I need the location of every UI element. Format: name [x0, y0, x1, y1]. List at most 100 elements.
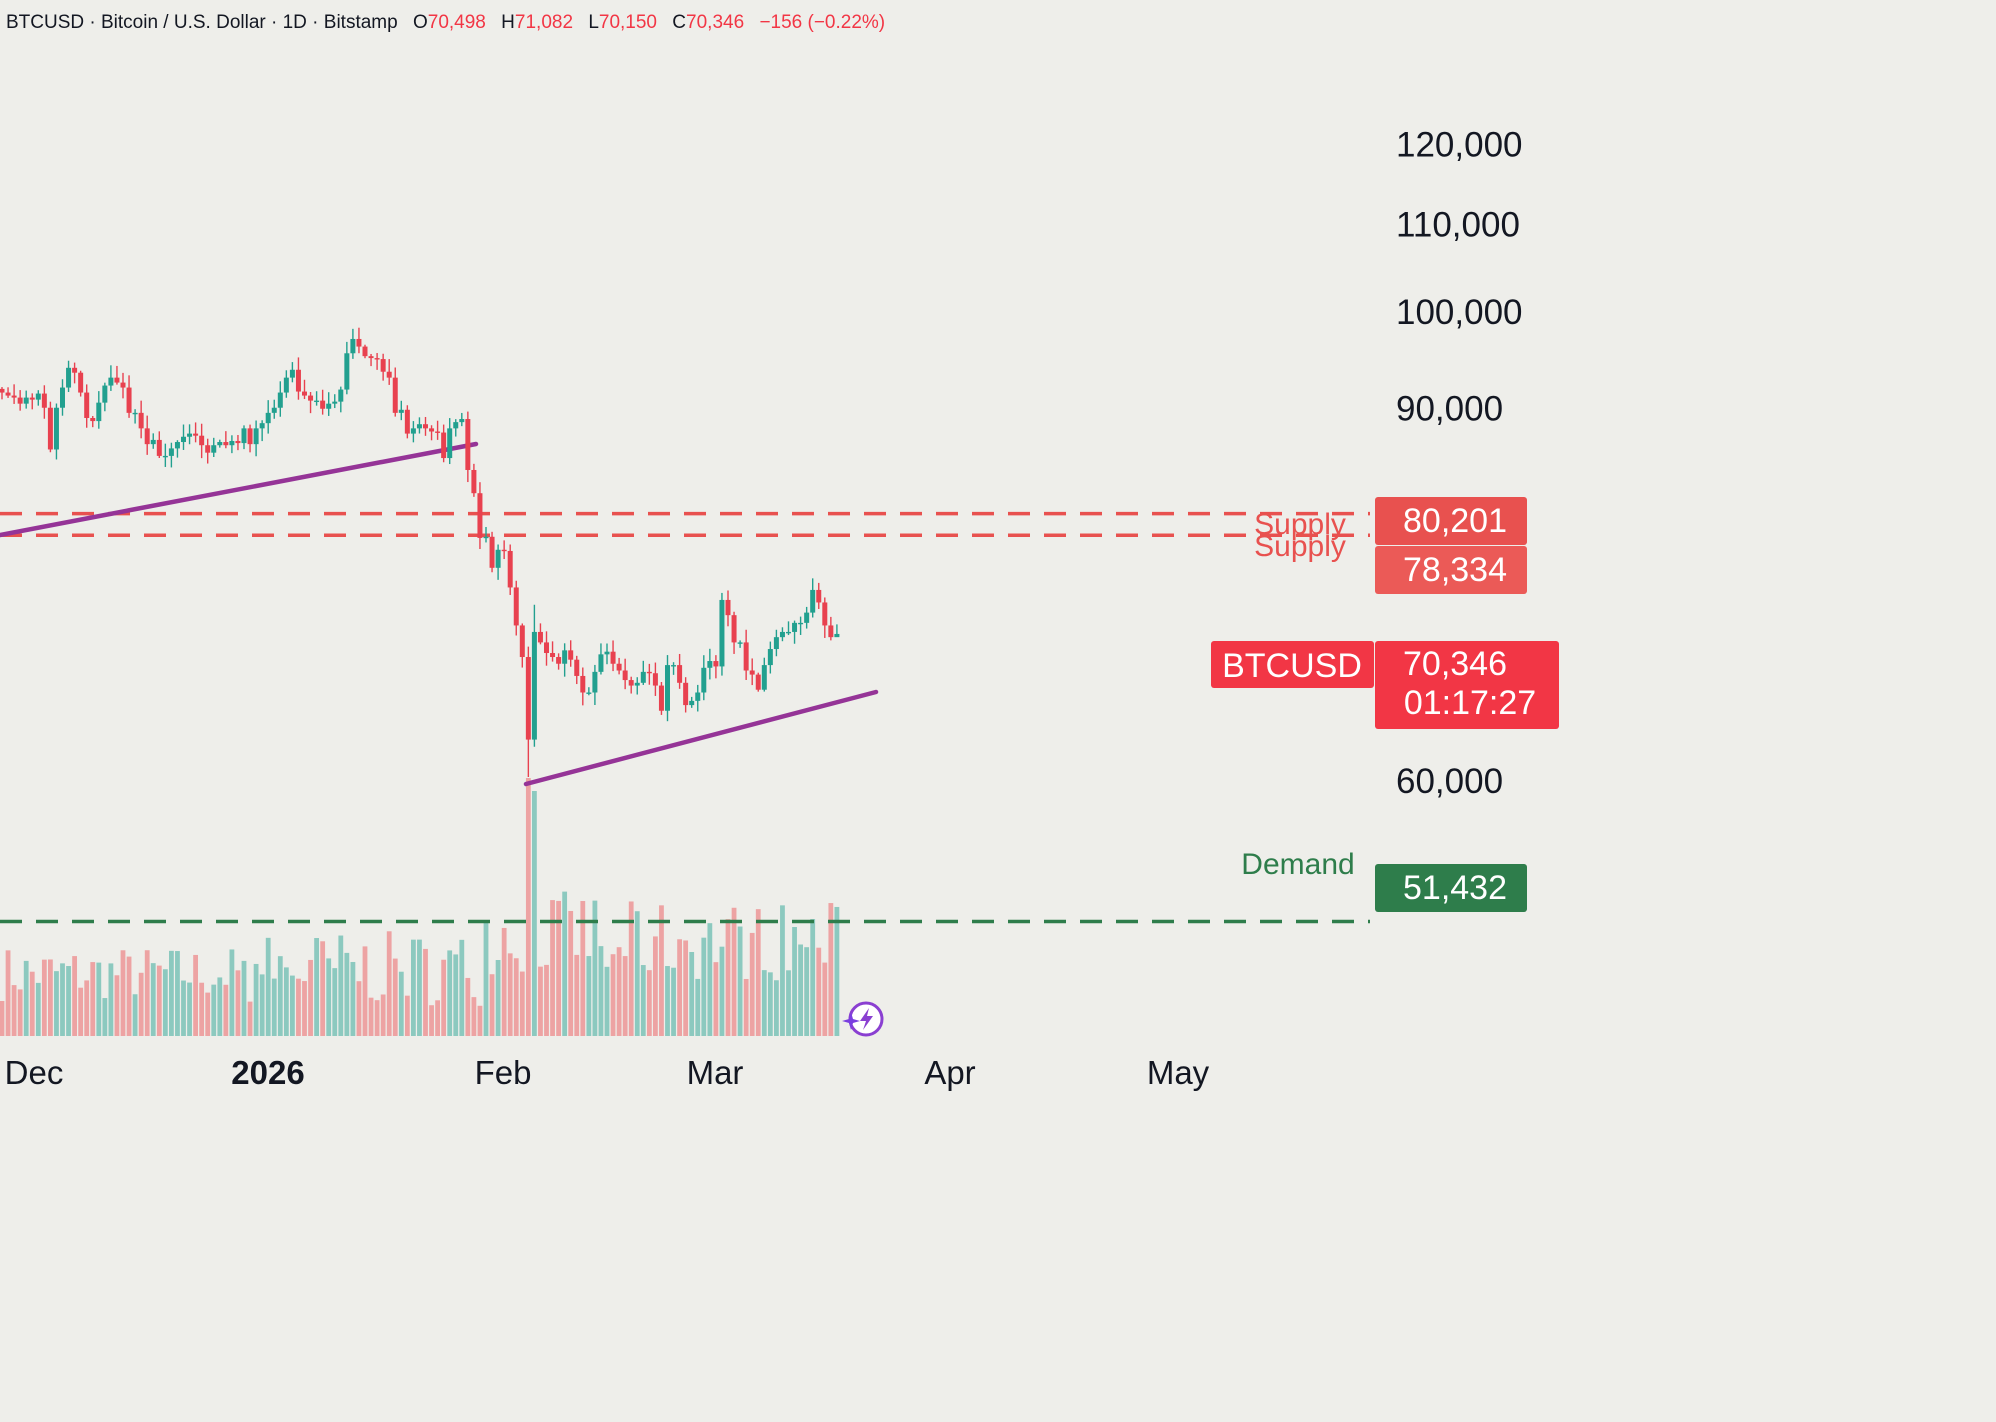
candle-body	[102, 385, 108, 403]
candle-body	[11, 395, 17, 398]
volume-bar	[774, 980, 779, 1036]
candle-body	[592, 671, 598, 693]
candle-body	[114, 377, 120, 383]
candle-body	[701, 667, 707, 693]
volume-bar	[816, 947, 822, 1036]
volume-bar	[175, 951, 180, 1036]
symbol-tag[interactable]	[1211, 641, 1374, 688]
chart-window: BTCUSD · Bitcoin / U.S. Dollar · 1D · Bi…	[0, 0, 1566, 1114]
symbol-description[interactable]: BTCUSD · Bitcoin / U.S. Dollar · 1D · Bi…	[6, 12, 398, 33]
candle-body	[66, 367, 72, 388]
candle-body	[719, 599, 725, 667]
level-price-tag[interactable]	[1375, 497, 1527, 545]
volume-bar	[332, 968, 338, 1036]
volume-bar	[380, 994, 386, 1036]
candle-body	[187, 433, 193, 437]
volume-bar	[568, 910, 574, 1036]
candle-body	[658, 685, 664, 711]
candle-body	[277, 392, 283, 408]
level-price-tag[interactable]	[1375, 864, 1527, 912]
candle-body	[410, 428, 416, 434]
volume-bar	[423, 948, 428, 1036]
candle-body	[368, 356, 374, 359]
current-price-tag[interactable]	[1375, 641, 1559, 729]
candle-body	[344, 353, 350, 390]
volume-bar	[247, 1001, 253, 1036]
candle-body	[423, 424, 428, 429]
candle-body	[834, 633, 840, 638]
candle-body	[96, 402, 102, 422]
upper-trendline[interactable]	[0, 441, 479, 538]
level-price-tag-text: 51,432	[1403, 869, 1507, 907]
volume-bar	[253, 963, 259, 1036]
volume-bar	[640, 965, 646, 1036]
high-label: H	[501, 12, 515, 33]
volume-bar	[411, 939, 416, 1036]
candle-body	[120, 382, 126, 388]
volume-bar	[501, 927, 507, 1036]
volume-bar	[507, 953, 513, 1036]
candle-body	[786, 631, 791, 634]
volume-bar	[622, 956, 628, 1036]
volume-bar	[138, 972, 144, 1036]
candle-body	[707, 661, 713, 668]
volume-bar	[265, 937, 271, 1036]
volume-bar	[187, 982, 192, 1036]
volume-bar	[144, 950, 150, 1036]
volume-bar	[477, 1005, 483, 1036]
candle-body	[338, 389, 344, 402]
volume-bar	[538, 966, 543, 1036]
volume-bar	[314, 938, 319, 1036]
candle-body	[634, 682, 640, 686]
volume-bar	[653, 936, 658, 1036]
volume-bar	[120, 950, 126, 1036]
candle-body	[168, 448, 174, 456]
close-label: C	[672, 12, 687, 33]
candle-body	[138, 412, 144, 429]
volume-bar	[804, 947, 810, 1036]
time-axis-label: Feb	[475, 1054, 532, 1091]
volume-bar	[66, 966, 71, 1036]
level-price-tag[interactable]	[1375, 546, 1527, 594]
candle-body	[550, 653, 556, 658]
candle-body	[429, 428, 435, 432]
volume-bar	[60, 963, 65, 1036]
volume-bar	[368, 997, 374, 1036]
candle-body	[749, 670, 755, 675]
candle-body	[562, 650, 568, 664]
candle-body	[223, 442, 229, 446]
candle-body	[162, 455, 168, 458]
volume-bar	[271, 978, 277, 1036]
volume-bar	[465, 977, 471, 1036]
candle-body	[253, 428, 259, 445]
candle-body	[447, 428, 453, 459]
candle-body	[495, 549, 501, 568]
volume-bar	[646, 970, 652, 1036]
candle-body	[544, 642, 549, 654]
volume-bar	[417, 939, 422, 1036]
volume-bar	[786, 970, 791, 1036]
lower-trendline[interactable]	[523, 689, 879, 787]
volume-bar	[162, 969, 168, 1036]
volume-bar	[634, 911, 640, 1036]
candle-body	[174, 442, 180, 449]
sparkle-lightning-icon[interactable]	[842, 1001, 884, 1037]
candle-body	[72, 367, 78, 373]
candle-body	[205, 445, 211, 453]
volume-bar	[513, 958, 519, 1036]
volume-bar	[181, 980, 186, 1036]
candle-body	[217, 442, 223, 446]
volume-bar	[374, 1000, 380, 1036]
price-chart[interactable]: 120,000110,000100,00090,00060,00040,000 …	[0, 0, 1566, 1114]
volume-bar	[471, 997, 477, 1036]
volume-bar	[211, 984, 217, 1036]
volume-bar	[283, 967, 289, 1036]
volume-bar	[834, 906, 840, 1036]
candle-body	[810, 589, 816, 613]
candle-body	[0, 388, 5, 393]
volume-bar	[532, 791, 537, 1036]
candle-body	[374, 358, 380, 360]
candle-body	[283, 377, 289, 393]
volume-bar	[362, 946, 368, 1036]
